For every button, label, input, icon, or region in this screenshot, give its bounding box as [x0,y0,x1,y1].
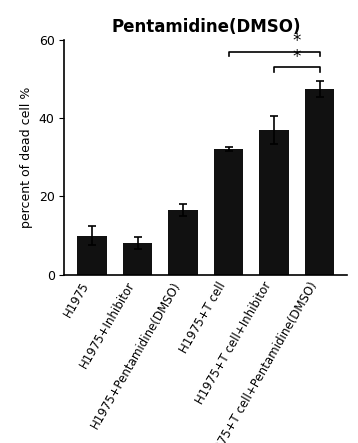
Bar [214,149,243,275]
Title: Pentamidine(DMSO): Pentamidine(DMSO) [111,18,301,35]
Text: *: * [293,32,301,50]
Bar [305,89,334,275]
Bar [168,210,198,275]
Y-axis label: percent of dead cell %: percent of dead cell % [20,86,33,228]
Bar [123,243,153,275]
Bar [77,236,107,275]
Bar [259,130,289,275]
Text: *: * [293,48,301,66]
